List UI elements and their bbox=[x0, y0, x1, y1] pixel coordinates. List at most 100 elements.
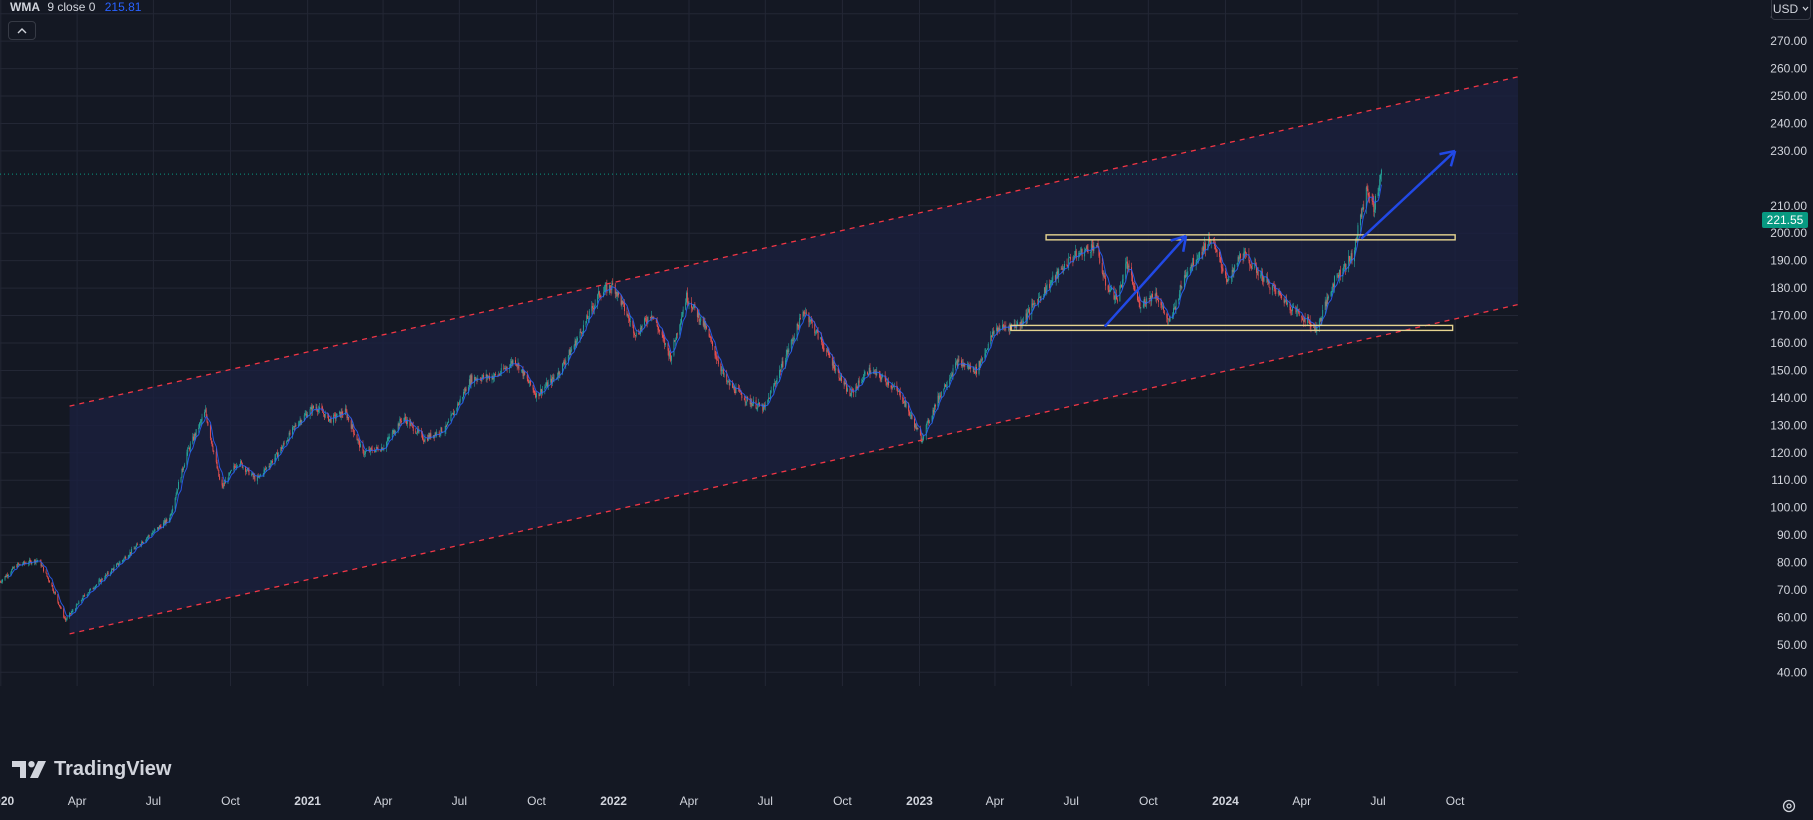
candle-body bbox=[400, 419, 402, 422]
candle-body bbox=[1320, 318, 1322, 322]
candle bbox=[139, 544, 141, 546]
candle bbox=[459, 395, 461, 404]
candle-body bbox=[363, 450, 365, 455]
candle bbox=[199, 422, 200, 430]
time-tick-label: Oct bbox=[1446, 794, 1465, 808]
candle bbox=[799, 313, 801, 329]
candle bbox=[1362, 204, 1364, 211]
candle-body bbox=[458, 403, 459, 405]
candle bbox=[1314, 321, 1316, 333]
candle bbox=[463, 387, 465, 395]
price-tick-label: 110.00 bbox=[1771, 473, 1807, 487]
candle-body bbox=[451, 414, 453, 415]
candle-body bbox=[899, 391, 901, 398]
candle bbox=[714, 345, 716, 359]
candle-body bbox=[1080, 248, 1082, 253]
candle-body bbox=[65, 619, 67, 621]
candle bbox=[474, 376, 476, 380]
tradingview-logo[interactable]: TradingView bbox=[12, 758, 171, 781]
candle-body bbox=[113, 566, 115, 571]
candle-body bbox=[919, 429, 921, 436]
candle-body bbox=[888, 381, 889, 386]
candle bbox=[452, 412, 454, 415]
candle bbox=[1120, 281, 1122, 289]
candle-body bbox=[991, 335, 993, 337]
candle-body bbox=[210, 438, 212, 441]
candle-body bbox=[524, 371, 526, 375]
price-tick-label: 180.00 bbox=[1770, 281, 1807, 295]
candle-body bbox=[135, 546, 137, 549]
candle bbox=[205, 407, 207, 418]
candle bbox=[1366, 183, 1368, 192]
gear-icon bbox=[1782, 799, 1796, 813]
channel-fill bbox=[69, 76, 1518, 634]
candle-body bbox=[49, 580, 50, 583]
candle-body bbox=[903, 401, 905, 404]
candle-body bbox=[1343, 266, 1345, 273]
candle-body bbox=[697, 312, 699, 318]
candle bbox=[106, 574, 107, 577]
candle-body bbox=[1244, 251, 1246, 253]
candle bbox=[1128, 260, 1130, 273]
candle bbox=[1356, 234, 1358, 243]
candle-body bbox=[1178, 299, 1179, 301]
candle-body bbox=[95, 585, 97, 588]
candle-body bbox=[553, 378, 555, 379]
candle bbox=[213, 450, 215, 455]
candle-body bbox=[1214, 245, 1216, 250]
candle bbox=[1284, 299, 1286, 304]
candle bbox=[1360, 207, 1362, 219]
collapse-legend-button[interactable] bbox=[8, 21, 36, 40]
candle-body bbox=[1277, 291, 1279, 294]
candle-body bbox=[1137, 290, 1138, 301]
candle bbox=[69, 611, 71, 619]
candle bbox=[313, 405, 314, 409]
candle-body bbox=[957, 359, 959, 367]
candle-body bbox=[1111, 287, 1112, 290]
candle bbox=[165, 517, 167, 527]
candle-body bbox=[624, 303, 625, 312]
candle bbox=[78, 600, 80, 605]
candle bbox=[741, 392, 743, 401]
candle-body bbox=[593, 306, 595, 310]
candle bbox=[1183, 270, 1185, 290]
channel-upper-line bbox=[69, 76, 1519, 407]
candle bbox=[1351, 248, 1353, 265]
candle-body bbox=[831, 357, 833, 366]
candle bbox=[914, 422, 916, 429]
candle-body bbox=[603, 292, 604, 297]
candle bbox=[176, 488, 178, 496]
candle bbox=[359, 441, 361, 448]
candle bbox=[228, 472, 230, 481]
candle bbox=[206, 414, 208, 424]
candle bbox=[667, 342, 669, 356]
candle-body bbox=[598, 291, 600, 296]
candle-body bbox=[528, 381, 530, 384]
candle bbox=[749, 394, 751, 407]
candle-body bbox=[687, 301, 689, 304]
candle bbox=[141, 540, 143, 548]
price-tick-label: 120.00 bbox=[1770, 446, 1807, 460]
currency-selector[interactable]: USD bbox=[1771, 0, 1811, 20]
chart-settings-button[interactable] bbox=[1780, 797, 1798, 815]
candle-body bbox=[1050, 281, 1052, 283]
candle-body bbox=[993, 330, 995, 334]
candle bbox=[422, 436, 424, 445]
candle-body bbox=[796, 323, 798, 339]
candle-body bbox=[1190, 265, 1192, 268]
indicator-legend[interactable]: WMA 9 close 0 215.81 bbox=[10, 0, 141, 14]
time-tick-label: Oct bbox=[527, 794, 546, 808]
candle-body bbox=[269, 466, 271, 467]
time-tick-label: 2022 bbox=[600, 794, 627, 808]
arrow-head bbox=[1439, 149, 1456, 156]
logo-text: TradingView bbox=[54, 758, 172, 780]
candle bbox=[958, 355, 960, 363]
candle bbox=[136, 542, 138, 548]
candle-body bbox=[72, 610, 74, 612]
candle bbox=[1197, 254, 1199, 261]
candle-body bbox=[902, 397, 904, 402]
candle bbox=[627, 313, 629, 319]
candle-body bbox=[563, 362, 565, 364]
candle-body bbox=[722, 369, 723, 371]
